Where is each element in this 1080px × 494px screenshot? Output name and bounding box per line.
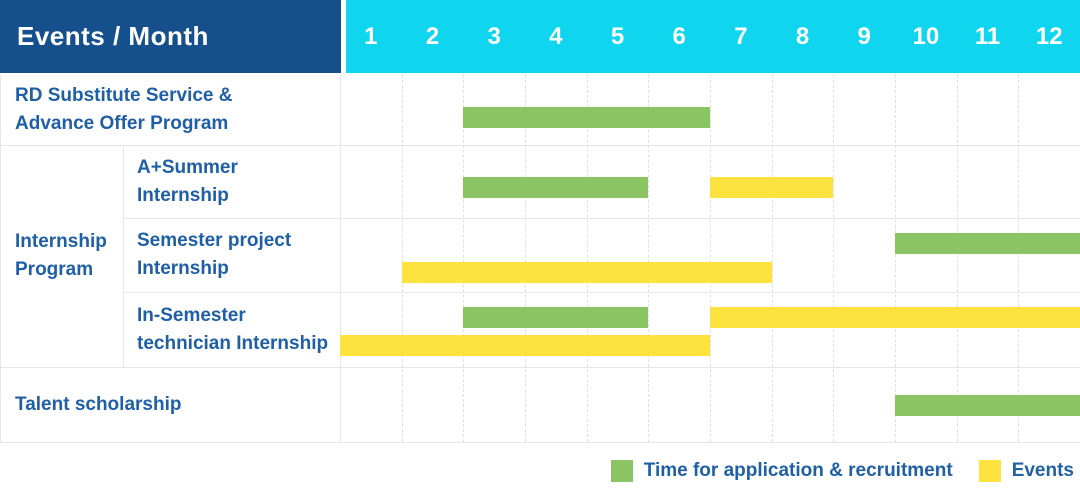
gantt-bar-talent-scholarship-green-m10 [895, 395, 1080, 416]
month-gridline-9 [833, 75, 835, 442]
row-border-a-plus-summer-internship [123, 218, 1080, 219]
gantt-bar-a-plus-summer-internship-yellow-m7 [710, 177, 834, 198]
gantt-bar-in-semester-technician-internship-yellow-m7 [710, 307, 1080, 328]
row-border-in-semester-technician-internship [0, 367, 1080, 368]
legend-label-time-for-application-recruitment: Time for application & recruitment [643, 460, 953, 481]
months-grid: 1 2 3 4 5 6 7 8 9 10 11 12 [340, 0, 1080, 73]
month-gridline-3 [463, 75, 465, 442]
month-gridline-2 [401, 75, 403, 442]
row-label-line: technician Internship [137, 332, 329, 354]
group-label-line: Internship [15, 231, 107, 252]
month-header-10: 10 [912, 22, 940, 50]
row-label-line: Internship [137, 184, 229, 206]
header-months-band: 1 2 3 4 5 6 7 8 9 10 11 12 [346, 0, 1080, 73]
gantt-bar-a-plus-summer-internship-green-m3 [463, 177, 649, 198]
row-label-line: Semester project [137, 230, 292, 251]
row-label-line: In-Semester [137, 304, 246, 326]
month-gridline-11 [956, 75, 958, 442]
row-label-line: Internship [137, 258, 229, 279]
row-label-line: Advance Offer Program [15, 113, 229, 134]
row-label-line: Talent scholarship [15, 393, 182, 415]
month-header-3: 3 [487, 22, 501, 50]
group-column-divider [123, 145, 124, 367]
legend: Time for application & recruitment Events [610, 452, 1074, 490]
month-gridline-4 [525, 75, 526, 442]
month-gridline-7 [710, 75, 711, 442]
gantt-bar-semester-project-internship-green-m10 [895, 233, 1080, 254]
row-label-in-semester-technician-internship: In-Semester technician Internship [123, 292, 340, 367]
legend-swatch-time-for-application-recruitment [610, 460, 633, 482]
legend-item-events: Events [978, 460, 1074, 482]
month-header-7: 7 [734, 22, 748, 50]
header-events-month-cell: Events / Month [0, 0, 341, 73]
group-label-internship-program: Internship Program [0, 145, 123, 367]
gantt-body: Internship Program RD Substitute Service &… [0, 75, 1080, 443]
row-border-rd-substitute-advance-offer [0, 145, 1080, 146]
month-header-2: 2 [425, 22, 440, 50]
month-gridline-1 [340, 75, 341, 442]
row-label-rd-substitute-advance-offer: RD Substitute Service & Advance Offer Pro… [0, 75, 340, 145]
month-header-9: 9 [857, 22, 871, 50]
row-label-talent-scholarship: Talent scholarship [0, 367, 340, 442]
month-header-11: 11 [974, 22, 1001, 50]
legend-label-events: Events [1011, 460, 1074, 481]
header-title: Events / Month [17, 21, 209, 51]
gantt-bar-in-semester-technician-internship-green-m3 [463, 307, 649, 328]
gantt-bar-semester-project-internship-yellow-m2 [401, 262, 772, 283]
month-header-6: 6 [672, 22, 686, 50]
month-gridline-10 [895, 75, 896, 442]
legend-item-time-for-application-recruitment: Time for application & recruitment [610, 460, 953, 482]
month-header-4: 4 [549, 22, 563, 50]
month-gridline-12 [1018, 75, 1020, 442]
month-gridline-5 [586, 75, 588, 442]
table-left-border [0, 75, 1, 442]
row-border-semester-project-internship [123, 292, 1080, 293]
row-border-talent-scholarship [0, 442, 1080, 443]
legend-swatch-events [978, 460, 1001, 482]
gantt-bar-rd-substitute-advance-offer-green-m3 [463, 107, 710, 128]
row-label-line: A+Summer [137, 156, 238, 178]
row-label-line: RD Substitute Service & [15, 85, 233, 106]
month-header-8: 8 [795, 22, 810, 50]
month-header-5: 5 [610, 22, 625, 50]
row-label-semester-project-internship: Semester project Internship [123, 218, 340, 292]
month-gridline-8 [771, 75, 773, 442]
month-gridline-6 [648, 75, 650, 442]
month-header-1: 1 [364, 22, 378, 50]
month-header-12: 12 [1035, 22, 1063, 50]
group-label-line: Program [15, 259, 94, 280]
row-label-a-plus-summer-internship: A+Summer Internship [123, 145, 340, 218]
gantt-bar-in-semester-technician-internship-yellow-m1 [340, 335, 710, 356]
